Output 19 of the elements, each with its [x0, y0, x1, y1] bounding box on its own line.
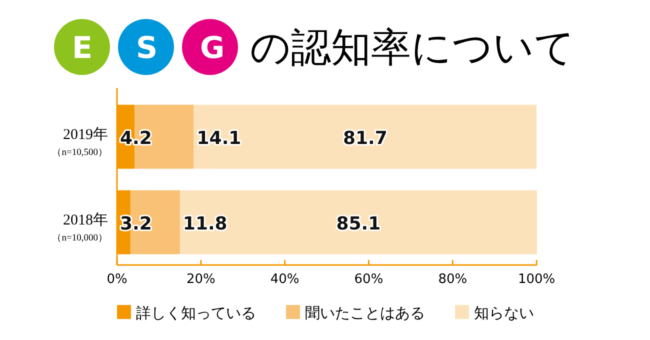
- data-label: 11.8: [182, 213, 228, 234]
- y-tick-label: 2019年（n=10,500）: [52, 126, 108, 158]
- x-tick-label: 40%: [270, 272, 300, 287]
- legend-label: 知らない: [474, 304, 534, 322]
- data-label: 81.7: [342, 128, 388, 149]
- legend-label: 詳しく知っている: [136, 304, 256, 322]
- bar: [180, 190, 537, 254]
- data-label: 85.1: [336, 213, 381, 234]
- data-label: 4.2: [120, 128, 152, 149]
- x-tick-label: 80%: [438, 272, 468, 287]
- data-label: 14.1: [196, 128, 242, 149]
- data-label: 3.2: [120, 213, 152, 234]
- x-tick-label: 100%: [518, 272, 556, 287]
- y-tick-label: 2018年（n=10,000）: [52, 211, 108, 244]
- legend-label: 聞いたことはある: [305, 304, 425, 322]
- bar: [194, 104, 537, 169]
- x-tick-label: 0%: [106, 272, 128, 287]
- x-tick-label: 60%: [354, 272, 384, 287]
- x-tick-label: 20%: [186, 272, 216, 287]
